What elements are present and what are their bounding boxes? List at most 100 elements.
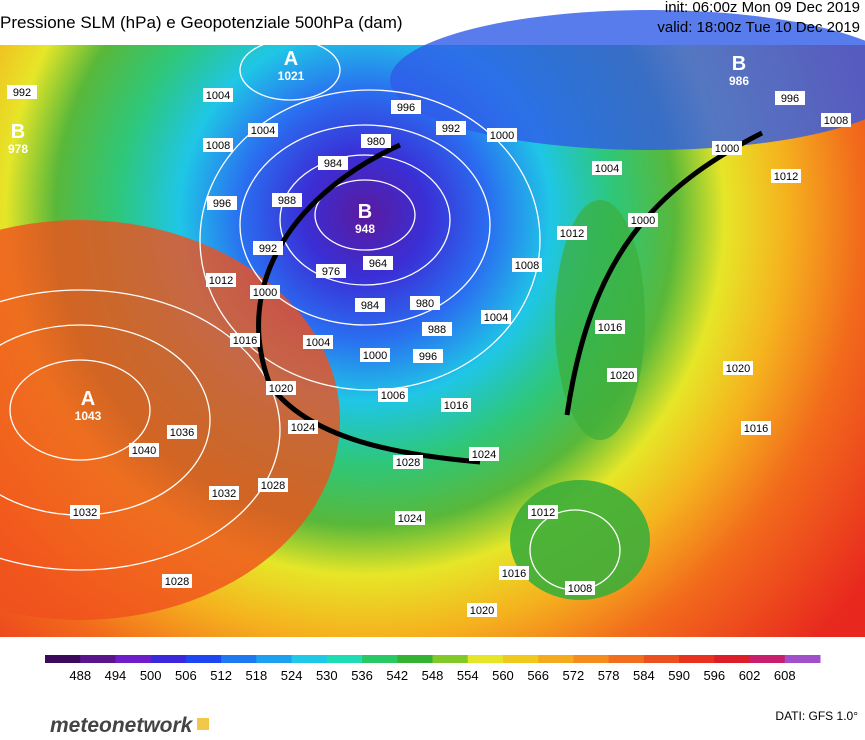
- isobar-label: 1016: [598, 322, 622, 334]
- colorbar-label: 548: [422, 668, 444, 683]
- logo: meteonetwork: [50, 714, 194, 735]
- isobar-label-bg: [512, 258, 542, 272]
- colorbar-label: 590: [668, 668, 690, 683]
- isobar-label: 1028: [165, 576, 189, 588]
- colorbar-segment: [467, 655, 504, 663]
- isobar-label-bg: [360, 348, 390, 362]
- isobar-label: 1004: [595, 163, 619, 175]
- isobar-label: 976: [322, 266, 340, 278]
- isobar-label-bg: [303, 335, 333, 349]
- center-letter: A: [284, 48, 298, 70]
- isobar-label-bg: [469, 447, 499, 461]
- colorbar-segment: [362, 655, 398, 663]
- isobar-label-bg: [467, 603, 497, 617]
- isobar-label: 1012: [774, 171, 798, 183]
- isobar-label: 1024: [398, 513, 422, 525]
- colorbar-segment: [45, 655, 81, 663]
- isobar-label-bg: [258, 478, 288, 492]
- colorbar-label: 494: [105, 668, 127, 683]
- center-value: 1021: [278, 69, 305, 83]
- colorbar-segment: [679, 655, 715, 663]
- isobar-label-bg: [378, 388, 408, 402]
- isobar-label-bg: [70, 505, 100, 519]
- colorbar-label: 542: [386, 668, 408, 683]
- isobar-label-bg: [266, 381, 296, 395]
- colorbar-label: 572: [563, 668, 585, 683]
- isobar-label: 1000: [363, 350, 387, 362]
- colorbar-label: 488: [69, 668, 91, 683]
- isobar-label-bg: [395, 511, 425, 525]
- isobar-label: 1008: [568, 583, 592, 595]
- colorbar-label: 512: [210, 668, 232, 683]
- colorbar-label: 506: [175, 668, 197, 683]
- colorbar-label: 500: [140, 668, 162, 683]
- colorbar-label: 596: [703, 668, 725, 683]
- isobar-label: 1004: [306, 337, 330, 349]
- isobar-label: 1000: [490, 130, 514, 142]
- isobar-label-bg: [595, 320, 625, 334]
- colorbar-segment: [784, 655, 821, 663]
- isobar-label-bg: [248, 123, 278, 137]
- isobar-label-bg: [203, 88, 233, 102]
- colorbar-segment: [150, 655, 187, 663]
- isobar-label: 1020: [269, 383, 293, 395]
- isobar-label-bg: [481, 310, 511, 324]
- colorbar-segment: [432, 655, 469, 663]
- high-area: [0, 220, 340, 620]
- isobar-label-bg: [318, 156, 348, 170]
- colorbar-label: 560: [492, 668, 514, 683]
- isobar-label: 1000: [631, 215, 655, 227]
- isobar-label-bg: [391, 100, 421, 114]
- isobar-label: 1016: [502, 568, 526, 580]
- isobar-label-bg: [771, 169, 801, 183]
- isobar-label: 996: [419, 351, 437, 363]
- isobar-label-bg: [162, 574, 192, 588]
- colorbar-segment: [538, 655, 574, 663]
- isobar-label: 1032: [212, 488, 236, 500]
- isobar-label-bg: [230, 333, 260, 347]
- isobar-label: 1020: [726, 363, 750, 375]
- isobar-label: 984: [324, 158, 342, 170]
- isobar-label: 1004: [484, 312, 508, 324]
- isobar-label: 1028: [261, 480, 285, 492]
- isobar-label: 984: [361, 300, 379, 312]
- colorbar-segment: [256, 655, 293, 663]
- isobar-label-bg: [441, 398, 471, 412]
- colorbar-segment: [608, 655, 645, 663]
- isobar-label: 996: [213, 198, 231, 210]
- isobar-label-bg: [775, 91, 805, 105]
- center-letter: B: [358, 201, 372, 223]
- colorbar-segment: [221, 655, 257, 663]
- center-letter: B: [11, 121, 25, 143]
- isobar-label: 1036: [170, 427, 194, 439]
- isobar-label: 1020: [610, 370, 634, 382]
- colorbar-segment: [502, 655, 539, 663]
- isobar-label-bg: [316, 264, 346, 278]
- isobar-label: 1028: [396, 457, 420, 469]
- colorbar-label: 608: [774, 668, 796, 683]
- colorbar-label: 584: [633, 668, 655, 683]
- isobar-label: 996: [397, 102, 415, 114]
- isobar-label: 1000: [715, 143, 739, 155]
- colorbar-label: 530: [316, 668, 338, 683]
- isobar-label-bg: [361, 134, 391, 148]
- isobar-label-bg: [129, 443, 159, 457]
- colorbar-segment: [291, 655, 328, 663]
- source: DATI: GFS 1.0°: [775, 709, 858, 723]
- colorbar-label: 554: [457, 668, 479, 683]
- colorbar-segment: [643, 655, 680, 663]
- front: [564, 130, 764, 416]
- center-letter: B: [732, 53, 746, 75]
- isobar-label-bg: [499, 566, 529, 580]
- isobar-label-bg: [413, 349, 443, 363]
- colorbar-segment: [326, 655, 363, 663]
- isobar-label-bg: [203, 138, 233, 152]
- isobar-label: 1012: [560, 228, 584, 240]
- isobar-label-bg: [557, 226, 587, 240]
- isobar-label-bg: [207, 196, 237, 210]
- title: Pressione SLM (hPa) e Geopotenziale 500h…: [0, 13, 403, 32]
- isobar-label: 1008: [206, 140, 230, 152]
- center-letter: A: [81, 388, 95, 410]
- colorbar-segment: [80, 655, 116, 663]
